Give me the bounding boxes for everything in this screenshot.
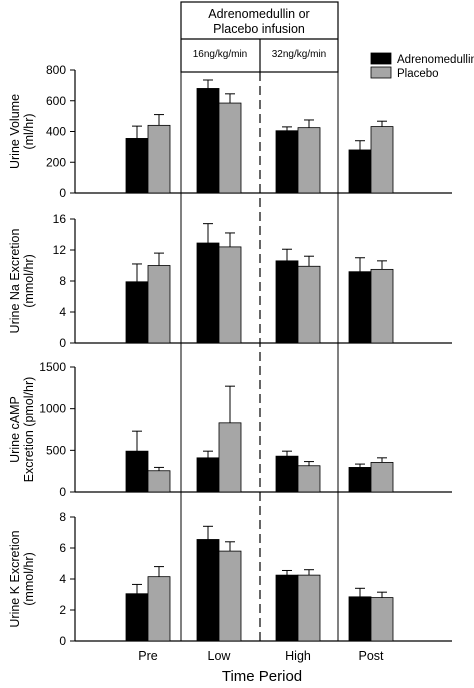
bar-placebo-low [218, 422, 242, 493]
bar-adrenomedullin-low [196, 539, 220, 642]
infusion-title-line2: Placebo infusion [213, 22, 305, 36]
y-tick-label: 12 [53, 243, 67, 257]
legend-label-placebo: Placebo [397, 68, 439, 80]
y-tick-label: 200 [46, 155, 66, 169]
y-axis-title-line-2: (ml/hr) [22, 113, 36, 149]
bar-adrenomedullin-high [275, 130, 299, 194]
y-tick-label: 2 [59, 603, 66, 617]
y-tick-label: 0 [59, 336, 66, 350]
bar-adrenomedullin-low [196, 88, 220, 194]
bar-placebo-pre [147, 470, 171, 493]
x-tick-label-high: High [285, 649, 311, 663]
y-axis-title-line-1: Urine cAMP [8, 396, 22, 463]
bar-adrenomedullin-low [196, 457, 220, 493]
y-tick-label: 0 [59, 634, 66, 648]
bar-placebo-high [297, 465, 321, 493]
bar-adrenomedullin-low [196, 242, 220, 344]
y-axis-title-line-1: Urine K Excretion [8, 530, 22, 627]
bar-placebo-low [218, 102, 242, 194]
legend: Adrenomedullin Placebo [370, 52, 474, 80]
bar-placebo-post [370, 462, 394, 493]
bar-placebo-pre [147, 576, 171, 642]
y-tick-label: 1000 [39, 402, 66, 416]
y-axis-title-line-2: (mmol/hr) [22, 254, 36, 307]
legend-swatch-adrenomedullin [370, 52, 392, 65]
x-tick-label-pre: Pre [138, 649, 158, 663]
y-tick-label: 0 [59, 186, 66, 200]
bar-placebo-post [370, 268, 394, 344]
bar-placebo-high [297, 265, 321, 344]
y-tick-label: 400 [46, 125, 66, 139]
bar-adrenomedullin-high [275, 574, 299, 642]
y-axis-title-line-1: Urine Na Excretion [8, 229, 22, 334]
x-tick-label-low: Low [208, 649, 232, 663]
y-axis-title-line-1: Urine Volume [8, 94, 22, 169]
y-tick-label: 4 [59, 305, 66, 319]
infusion-title-line1: Adrenomedullin or [208, 7, 309, 21]
legend-swatch-placebo [370, 66, 392, 79]
bar-adrenomedullin-post [348, 596, 372, 642]
high-dose-label: 32ng/kg/min [272, 49, 326, 60]
low-dose-label: 16ng/kg/min [193, 49, 247, 60]
y-tick-label: 8 [59, 510, 66, 524]
bar-placebo-post [370, 126, 394, 194]
bar-adrenomedullin-pre [125, 450, 149, 493]
y-tick-label: 4 [59, 572, 66, 586]
y-tick-label: 800 [46, 63, 66, 77]
bar-adrenomedullin-high [275, 260, 299, 344]
y-tick-label: 16 [53, 212, 67, 226]
bar-placebo-high [297, 127, 321, 194]
bar-adrenomedullin-pre [125, 138, 149, 194]
y-tick-label: 500 [46, 443, 66, 457]
y-tick-label: 8 [59, 274, 66, 288]
y-axis-title-line-2: (mmol/hr) [22, 552, 36, 605]
bar-placebo-post [370, 597, 394, 642]
bar-placebo-pre [147, 265, 171, 344]
bar-adrenomedullin-post [348, 149, 372, 194]
bar-placebo-high [297, 574, 321, 642]
panel-2: 0 4 8 12 16 Urine Na Excretion (mmol/hr) [8, 212, 452, 350]
bar-adrenomedullin-pre [125, 281, 149, 344]
legend-label-adrenomedullin: Adrenomedullin [397, 54, 474, 66]
panel-3: 0 500 1000 1500 Urine cAMP Excretion (pmol/hr… [8, 360, 452, 499]
x-tick-label-post: Post [358, 649, 384, 663]
y-tick-label: 6 [59, 541, 66, 555]
y-tick-label: 600 [46, 94, 66, 108]
y-axis-title-line-2: Excretion (pmol/hr) [22, 377, 36, 483]
x-axis-title: Time Period [222, 668, 302, 685]
bar-placebo-pre [147, 124, 171, 194]
bar-adrenomedullin-post [348, 271, 372, 344]
y-tick-label: 0 [59, 485, 66, 499]
bar-placebo-low [218, 550, 242, 642]
panel-4: 0 2 4 6 8 Urine K Excretion (mmol/hr) Pre Low Hig… [8, 510, 452, 663]
panel-1: 0 200 400 600 800 Urine Volume (ml/hr) [8, 63, 452, 200]
bar-adrenomedullin-post [348, 467, 372, 493]
y-tick-label: 1500 [39, 360, 66, 374]
bar-adrenomedullin-pre [125, 593, 149, 642]
bar-adrenomedullin-high [275, 455, 299, 493]
bar-placebo-low [218, 246, 242, 344]
